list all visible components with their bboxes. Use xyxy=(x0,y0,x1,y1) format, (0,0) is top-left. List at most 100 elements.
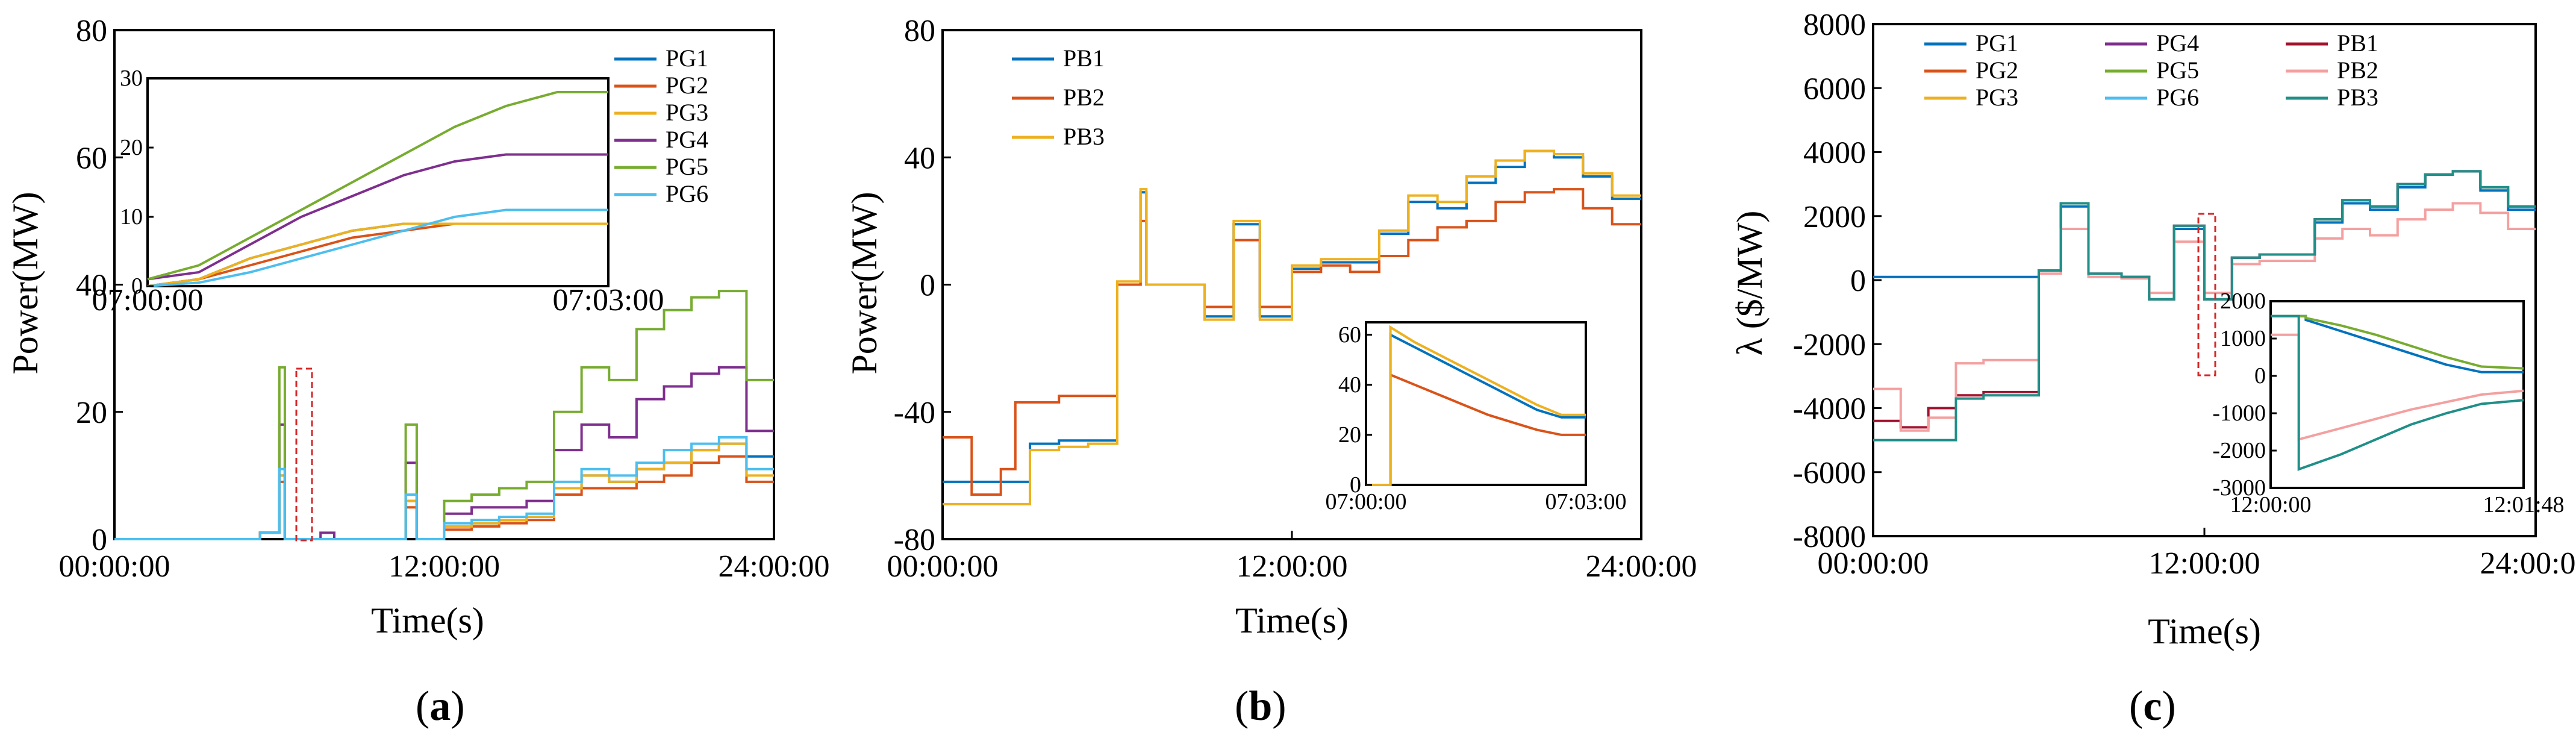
panel-c-x-ticks: 00:00:00 12:00:00 24:00:00 xyxy=(1818,528,2576,581)
a-inset-ytick-label: 30 xyxy=(120,66,143,91)
b-inset-xtick-label: 07:00:00 xyxy=(1325,489,1406,514)
legend-pg2-label: PG2 xyxy=(1976,57,2018,84)
c-ytick-label: -8000 xyxy=(1793,520,1866,554)
c-inset-xtick-label: 12:00:00 xyxy=(2230,492,2311,517)
c-ytick-label: -2000 xyxy=(1793,328,1866,362)
c-inset-ytick-label: 2000 xyxy=(2220,289,2266,314)
legend-pg6-label: PG6 xyxy=(2156,84,2199,111)
inset-series-pg6-line xyxy=(147,208,608,287)
panel-c-caption: (c) xyxy=(2129,683,2176,729)
b-inset-xtick-label: 07:03:00 xyxy=(1545,489,1626,514)
b-ytick-label: 80 xyxy=(904,14,935,48)
a-xtick-label: 00:00:00 xyxy=(59,549,170,584)
panel-c-x-axis-label: Time(s) xyxy=(2148,611,2261,651)
inset-series-pg5-line xyxy=(147,91,608,281)
c-ytick-label: 8000 xyxy=(1803,8,1866,42)
c-inset-ytick-label: -2000 xyxy=(2212,438,2266,463)
panel-c-series xyxy=(1873,170,2536,442)
c-xtick-label: 00:00:00 xyxy=(1818,546,1929,581)
c-xtick-label: 24:00:00 xyxy=(2480,546,2576,581)
b-inset-ytick-label: 60 xyxy=(1338,322,1361,348)
panel-b-x-ticks: 00:00:00 12:00:00 24:00:00 xyxy=(887,531,1697,584)
panel-a-x-axis-label: Time(s) xyxy=(371,601,484,640)
inset-series-pb3-line xyxy=(1366,325,1586,486)
panel-a-x-ticks: 00:00:00 12:00:00 24:00:00 xyxy=(59,531,830,584)
a-xtick-label: 12:00:00 xyxy=(388,549,500,584)
panel-a-letter: a xyxy=(429,683,451,729)
panel-b: -80 -40 0 40 80 00:00:00 12:00:00 24:00:00 0 20… xyxy=(844,14,1697,729)
a-inset-xtick-label: 07:03:00 xyxy=(553,283,664,317)
c-ytick-label: 4000 xyxy=(1803,136,1866,170)
a-inset-ytick-label: 0 xyxy=(131,273,143,299)
inset-series-pg3-line xyxy=(147,222,608,287)
c-inset-ytick-label: -1000 xyxy=(2212,401,2266,426)
c-ytick-label: -6000 xyxy=(1793,456,1866,490)
b-inset-ytick-label: 20 xyxy=(1338,422,1361,448)
c-inset-xtick-label: 12:01:48 xyxy=(2483,492,2564,517)
panel-a-y-axis-label: Power(MW) xyxy=(5,192,45,374)
legend-pg1-label: PG1 xyxy=(666,45,708,72)
panel-a-series xyxy=(114,290,774,540)
legend-pg3-label: PG3 xyxy=(1976,84,2018,111)
b-inset-ytick-label: 40 xyxy=(1338,372,1361,398)
c-inset-ytick-label: -3000 xyxy=(2212,475,2266,501)
a-inset-ytick-label: 10 xyxy=(120,204,143,230)
b-ytick-label: -40 xyxy=(894,396,935,430)
a-inset-xtick-label: 07:00:00 xyxy=(92,283,204,317)
legend-pb2-label: PB2 xyxy=(1063,84,1105,111)
panel-b-inset: 0 20 40 60 07:00:00 07:03:00 xyxy=(1325,322,1626,514)
b-xtick-label: 12:00:00 xyxy=(1237,549,1348,584)
a-ytick-label: 60 xyxy=(76,141,107,175)
b-xtick-label: 00:00:00 xyxy=(887,549,999,584)
a-ytick-label: 80 xyxy=(76,14,107,48)
legend-pb3-label: PB3 xyxy=(2337,84,2378,111)
inset-series-pg4-line xyxy=(147,153,608,281)
b-xtick-label: 24:00:00 xyxy=(1586,549,1697,584)
legend-pg4-label: PG4 xyxy=(2156,30,2199,57)
a-inset-ytick-label: 20 xyxy=(120,135,143,160)
legend-pg1-label: PG1 xyxy=(1976,30,2018,57)
panel-b-series xyxy=(943,149,1641,505)
panel-b-legend: PB1 PB2 PB3 xyxy=(1012,45,1105,150)
panel-c-y-axis-label: λ ($/MW) xyxy=(1730,211,1770,356)
a-ytick-label: 40 xyxy=(76,269,107,303)
series-pg6-line xyxy=(114,436,774,540)
a-ytick-label: 0 xyxy=(92,523,107,557)
legend-pg2-label: PG2 xyxy=(666,72,708,99)
a-ytick-label: 20 xyxy=(76,396,107,430)
panel-c-letter: c xyxy=(2143,683,2162,729)
panel-a: 0 20 40 60 80 00:00:00 12:00:00 24:00:00 0 10 20… xyxy=(5,14,829,729)
c-ytick-label: 6000 xyxy=(1803,72,1866,106)
panel-b-y-axis-label: Power(MW) xyxy=(844,192,884,374)
c-xtick-label: 12:00:00 xyxy=(2149,546,2260,581)
c-ytick-label: 0 xyxy=(1850,264,1866,298)
c-ytick-label: 2000 xyxy=(1803,200,1866,234)
panel-b-letter: b xyxy=(1249,683,1272,729)
c-ytick-label: -4000 xyxy=(1793,392,1866,426)
series-pb3-line xyxy=(1873,170,2536,442)
c-inset-ytick-label: 1000 xyxy=(2220,326,2266,351)
panel-b-inset-frame xyxy=(1365,321,1587,486)
legend-pb3-label: PB3 xyxy=(1063,123,1105,150)
panel-a-y-ticks: 0 20 40 60 80 xyxy=(76,14,123,557)
legend-pg3-label: PG3 xyxy=(666,99,708,126)
series-pb3-line xyxy=(943,149,1641,505)
inset-series-pg5-line xyxy=(2271,314,2524,370)
legend-pg6-label: PG6 xyxy=(666,180,708,207)
panel-c-zoom-marker xyxy=(2197,213,2216,376)
panel-b-y-ticks: -80 -40 0 40 80 xyxy=(894,14,951,557)
panel-c-y-ticks: -8000 -6000 -4000 -2000 0 2000 4000 6000 8000 xyxy=(1793,8,1882,554)
legend-pg4-label: PG4 xyxy=(666,126,708,153)
legend-pg5-label: PG5 xyxy=(2156,57,2199,84)
panel-a-inset: 0 10 20 30 07:00:00 07:03:00 xyxy=(92,66,664,317)
b-ytick-label: 0 xyxy=(920,269,935,303)
a-xtick-label: 24:00:00 xyxy=(719,549,830,584)
inset-series-pb3-line xyxy=(2271,314,2524,471)
panel-b-caption: (b) xyxy=(1235,683,1286,729)
series-pg5-line xyxy=(114,290,774,540)
c-inset-ytick-label: 0 xyxy=(2254,363,2266,389)
